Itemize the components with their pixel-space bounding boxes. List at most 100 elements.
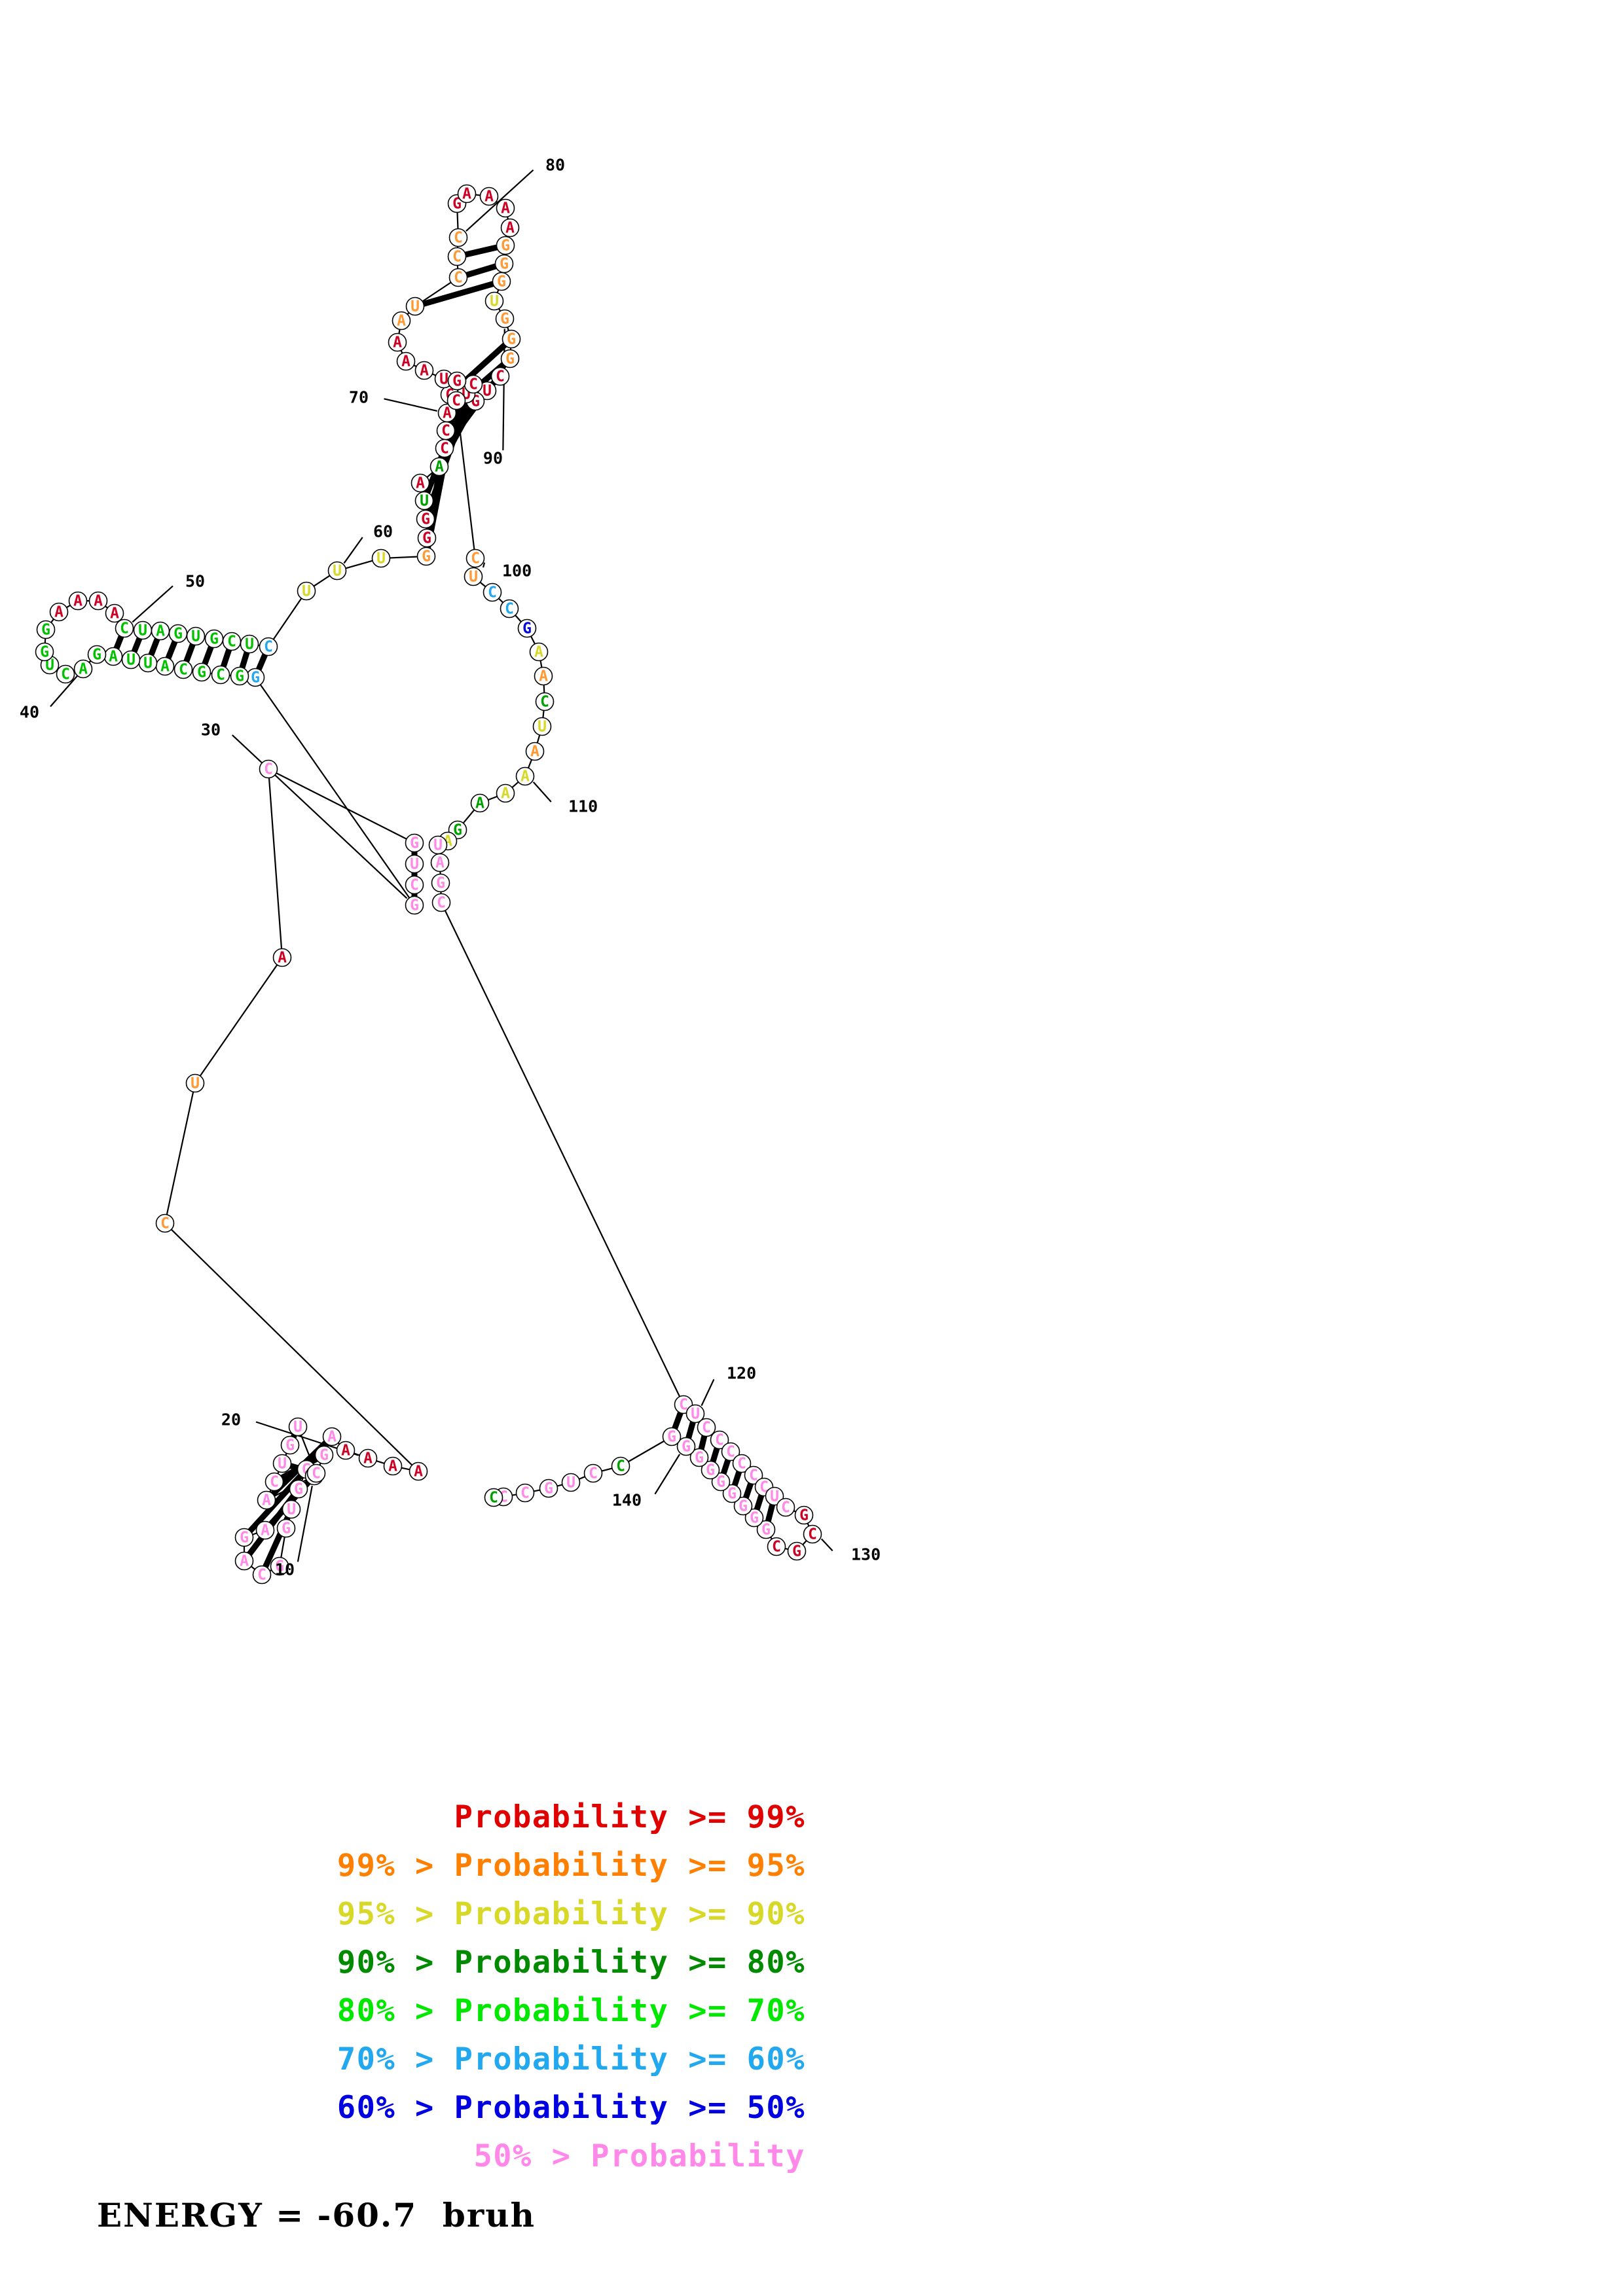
nucleotide[interactable]: C — [697, 1418, 716, 1437]
nucleotide[interactable]: G — [289, 1479, 308, 1499]
nucleotide[interactable]: C — [448, 268, 468, 287]
nucleotide[interactable]: U — [288, 1417, 308, 1437]
nucleotide[interactable]: A — [68, 591, 88, 611]
nucleotide[interactable]: G — [711, 1472, 731, 1492]
nucleotide[interactable]: G — [517, 619, 537, 638]
nucleotide[interactable]: G — [676, 1437, 696, 1456]
nucleotide[interactable]: C — [56, 664, 75, 684]
nucleotide[interactable]: C — [252, 1565, 272, 1585]
nucleotide[interactable]: A — [500, 218, 520, 238]
nucleotide[interactable]: C — [405, 875, 424, 895]
nucleotide[interactable]: G — [280, 1435, 300, 1455]
nucleotide[interactable]: A — [234, 1551, 254, 1571]
nucleotide[interactable]: A — [105, 603, 124, 623]
nucleotide[interactable]: G — [744, 1508, 764, 1528]
nucleotide[interactable]: A — [496, 783, 515, 803]
nucleotide[interactable]: G — [492, 272, 511, 291]
nucleotide[interactable]: G — [35, 642, 54, 662]
nucleotide[interactable]: G — [787, 1541, 807, 1561]
nucleotide[interactable]: C — [435, 439, 454, 458]
nucleotide[interactable]: A — [151, 621, 170, 641]
nucleotide[interactable]: G — [495, 309, 515, 329]
nucleotide[interactable]: G — [733, 1496, 753, 1516]
nucleotide[interactable]: A — [470, 793, 490, 813]
nucleotide[interactable]: A — [383, 1456, 403, 1476]
nucleotide[interactable]: C — [464, 374, 483, 394]
nucleotide[interactable]: A — [410, 473, 430, 493]
nucleotide[interactable]: C — [259, 759, 278, 779]
nucleotide[interactable]: G — [794, 1505, 814, 1525]
nucleotide[interactable]: C — [583, 1463, 603, 1483]
nucleotide[interactable]: C — [776, 1498, 795, 1517]
nucleotide[interactable]: U — [327, 561, 347, 581]
nucleotide[interactable]: C — [710, 1430, 729, 1450]
nucleotide[interactable]: C — [259, 637, 278, 656]
nucleotide[interactable]: C — [222, 632, 242, 651]
nucleotide[interactable]: A — [88, 591, 108, 611]
nucleotide[interactable]: U — [371, 548, 391, 568]
nucleotide[interactable]: A — [457, 184, 477, 204]
nucleotide[interactable]: G — [405, 833, 424, 853]
nucleotide[interactable]: U — [186, 626, 206, 646]
nucleotide[interactable]: C — [803, 1524, 822, 1544]
nucleotide[interactable]: C — [306, 1463, 326, 1483]
nucleotide[interactable]: G — [36, 620, 56, 639]
nucleotide[interactable]: G — [662, 1427, 682, 1446]
nucleotide[interactable]: G — [234, 1528, 254, 1547]
nucleotide[interactable]: C — [211, 665, 230, 685]
nucleotide[interactable]: U — [561, 1473, 581, 1492]
nucleotide[interactable]: U — [185, 1073, 205, 1093]
nucleotide[interactable]: A — [49, 602, 69, 622]
nucleotide[interactable]: A — [257, 1490, 276, 1510]
nucleotide[interactable]: A — [103, 647, 123, 666]
nucleotide[interactable]: C — [744, 1465, 763, 1485]
nucleotide[interactable]: C — [732, 1454, 752, 1473]
nucleotide[interactable]: C — [448, 228, 468, 247]
nucleotide[interactable]: A — [515, 766, 535, 786]
nucleotide[interactable]: A — [155, 656, 175, 676]
nucleotide[interactable]: A — [255, 1520, 275, 1540]
nucleotide[interactable]: U — [484, 291, 504, 311]
nucleotide[interactable]: C — [431, 893, 451, 912]
nucleotide[interactable]: G — [496, 236, 515, 255]
nucleotide[interactable]: U — [464, 567, 483, 586]
nucleotide[interactable]: G — [204, 629, 224, 649]
nucleotide[interactable]: G — [416, 509, 435, 529]
nucleotide[interactable]: C — [447, 391, 466, 410]
nucleotide[interactable]: A — [358, 1448, 378, 1468]
nucleotide[interactable]: U — [405, 296, 425, 316]
nucleotide[interactable]: U — [532, 717, 552, 736]
nucleotide[interactable]: C — [721, 1442, 740, 1462]
nucleotide[interactable]: C — [490, 367, 510, 386]
nucleotide[interactable]: G — [417, 528, 437, 548]
nucleotide[interactable]: C — [484, 1488, 503, 1507]
nucleotide[interactable]: U — [272, 1454, 292, 1473]
nucleotide[interactable]: G — [501, 329, 521, 349]
nucleotide[interactable]: A — [496, 198, 515, 218]
nucleotide[interactable]: U — [240, 634, 259, 654]
nucleotide[interactable]: C — [515, 1483, 535, 1503]
nucleotide[interactable]: A — [479, 187, 499, 206]
nucleotide[interactable]: G — [722, 1484, 742, 1503]
nucleotide[interactable]: C — [115, 619, 134, 638]
nucleotide[interactable]: U — [428, 835, 448, 855]
nucleotide[interactable]: A — [534, 666, 553, 686]
nucleotide[interactable]: G — [447, 371, 467, 391]
nucleotide[interactable]: A — [392, 311, 411, 331]
nucleotide[interactable]: U — [121, 650, 141, 670]
nucleotide[interactable]: A — [430, 853, 450, 872]
nucleotide[interactable]: C — [611, 1456, 630, 1476]
nucleotide[interactable]: G — [270, 1556, 289, 1576]
nucleotide[interactable]: C — [535, 692, 555, 711]
nucleotide[interactable]: A — [322, 1427, 342, 1446]
nucleotide[interactable]: U — [297, 581, 316, 601]
nucleotide[interactable]: A — [336, 1441, 356, 1460]
nucleotide[interactable]: U — [133, 620, 153, 640]
nucleotide[interactable]: G — [314, 1445, 334, 1465]
nucleotide[interactable]: A — [409, 1462, 428, 1481]
nucleotide[interactable]: G — [689, 1448, 709, 1467]
nucleotide[interactable]: G — [276, 1518, 296, 1538]
nucleotide[interactable]: G — [87, 645, 107, 664]
nucleotide[interactable]: G — [230, 666, 249, 686]
nucleotide[interactable]: C — [264, 1472, 284, 1492]
